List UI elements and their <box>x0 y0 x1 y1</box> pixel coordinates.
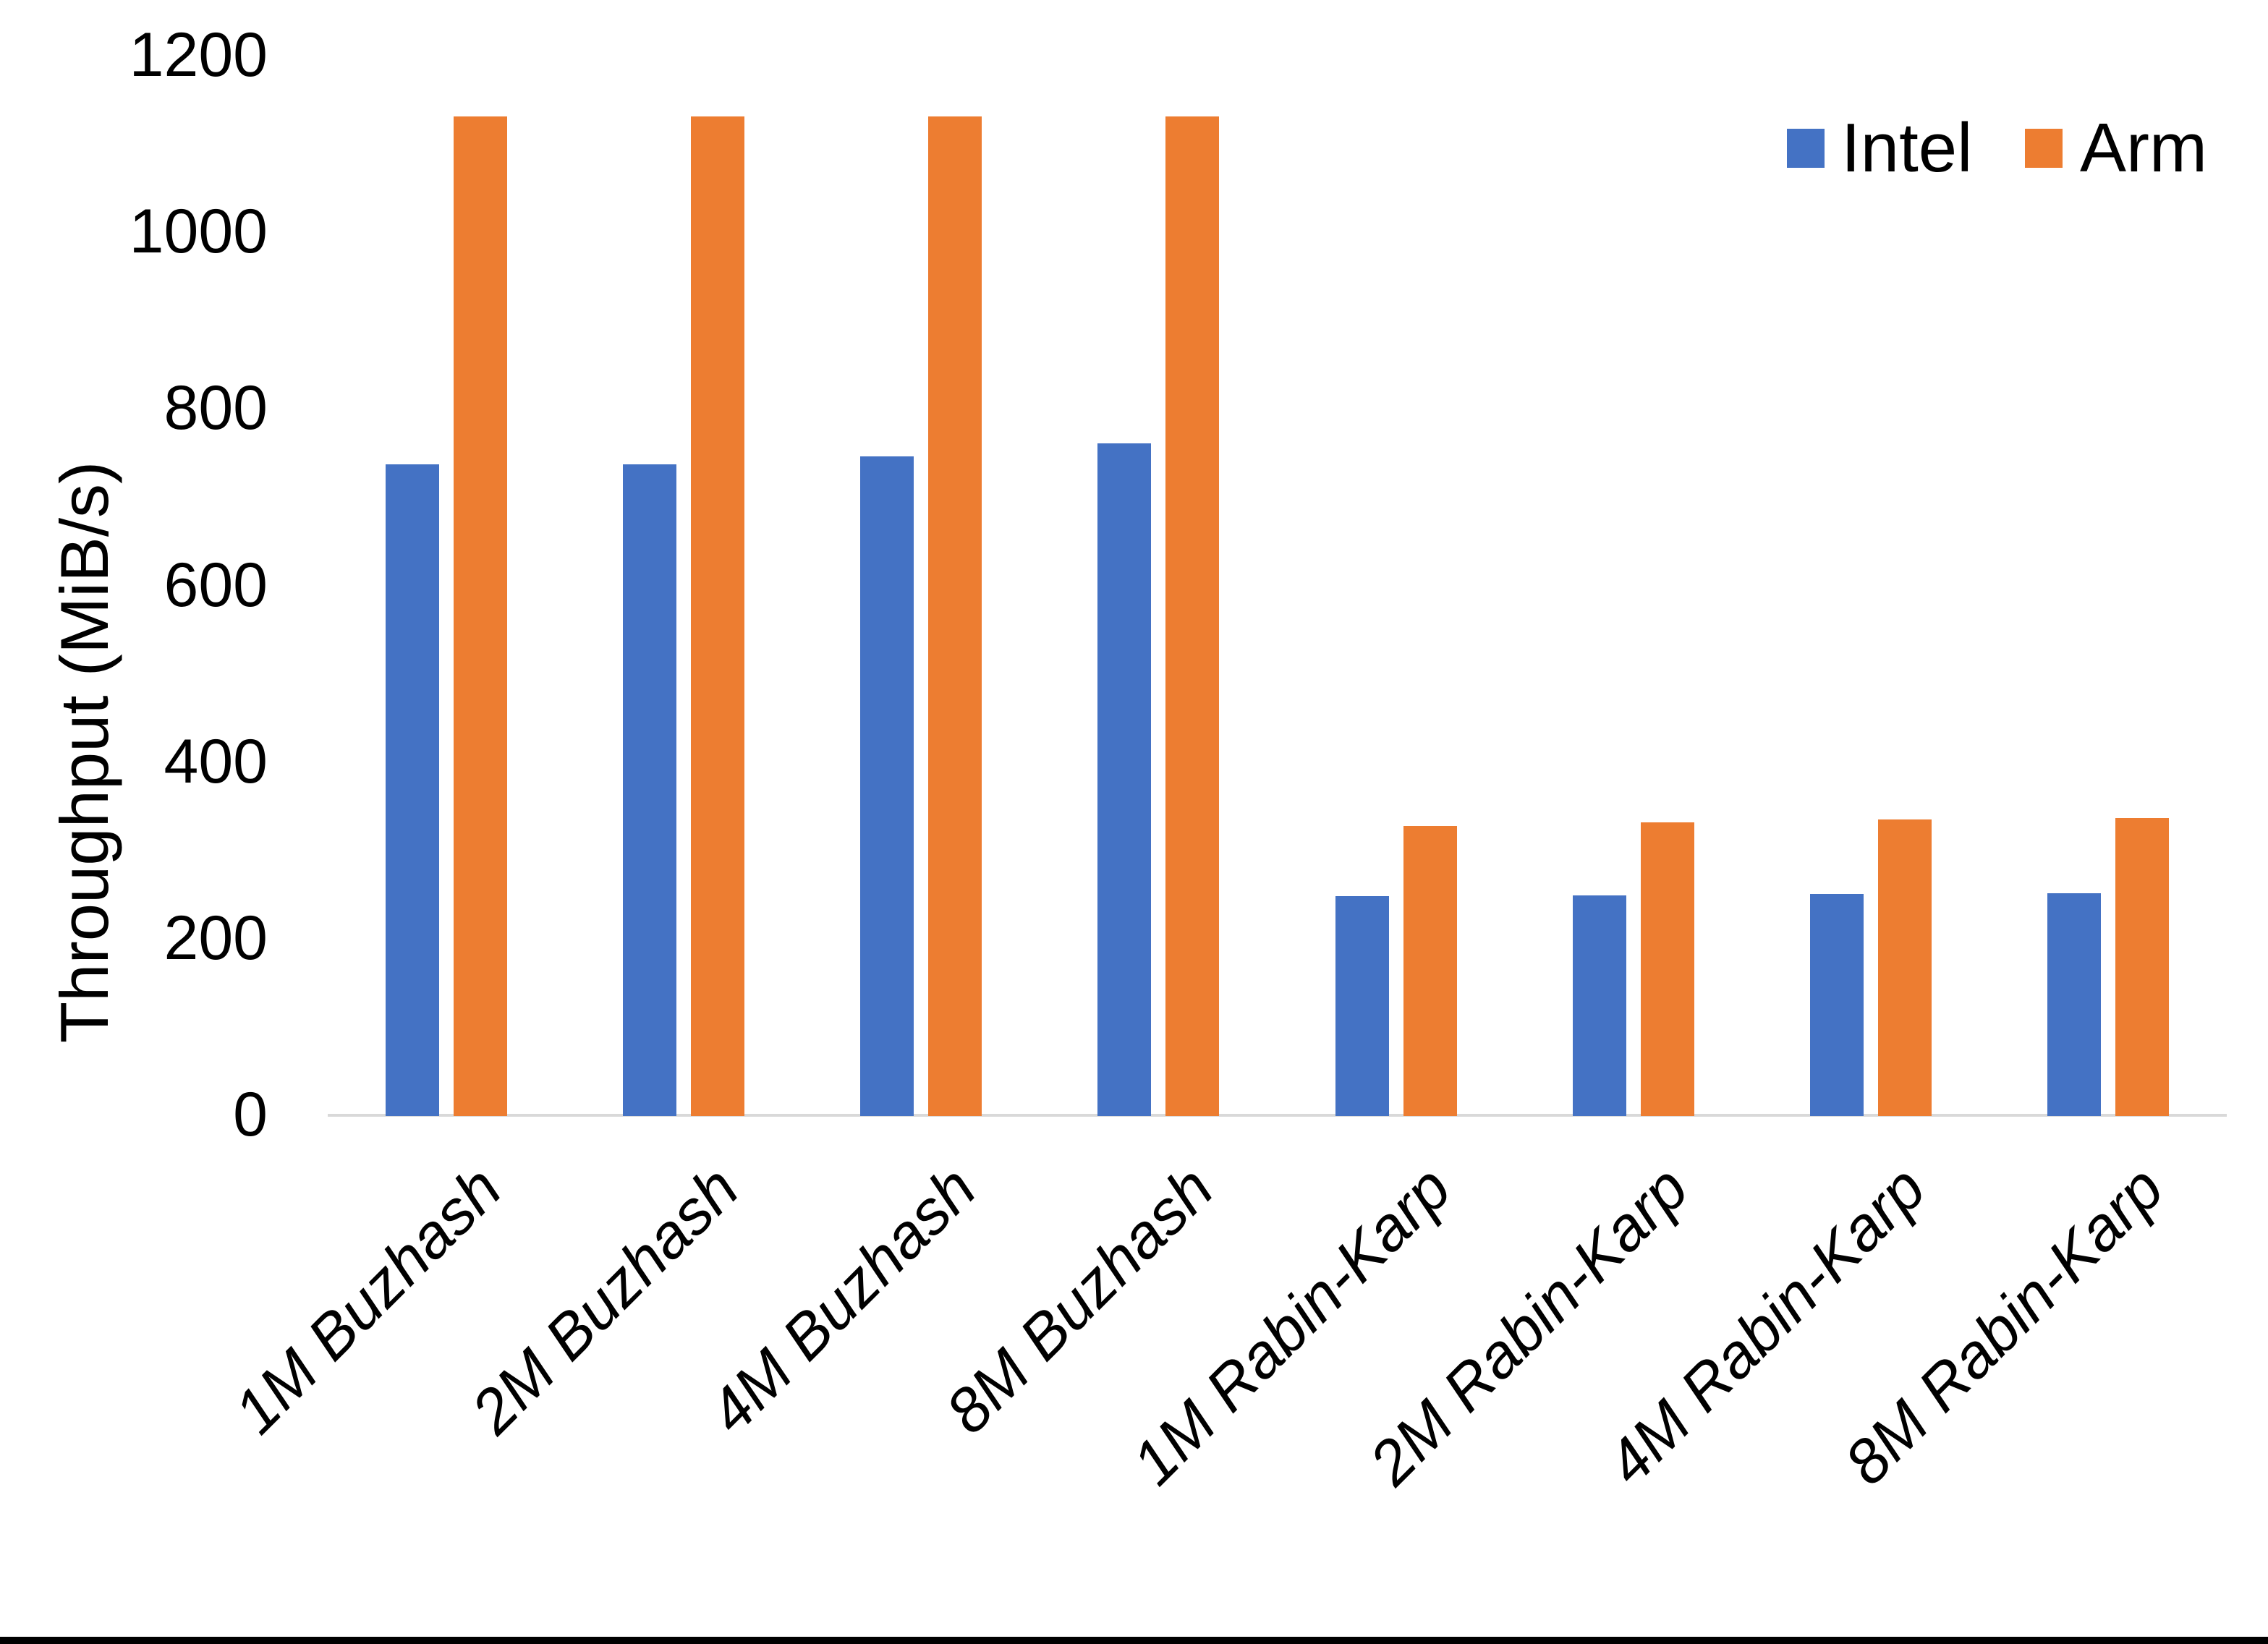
bar-arm-8m-rabin-karp <box>2115 817 2169 1116</box>
bar-intel-1m-buzhash <box>386 464 440 1116</box>
y-tick-label-1000: 1000 <box>129 197 268 267</box>
bar-intel-8m-rabin-karp <box>2047 893 2101 1116</box>
x-axis-line <box>328 1114 2227 1117</box>
bar-arm-2m-buzhash <box>691 116 745 1116</box>
y-tick-label-200: 200 <box>163 903 268 973</box>
y-tick-label-1200: 1200 <box>129 20 268 90</box>
bar-arm-1m-rabin-karp <box>1403 825 1457 1116</box>
bar-intel-2m-buzhash <box>623 464 677 1116</box>
window-bottom-border <box>0 1637 2268 1644</box>
bar-arm-4m-rabin-karp <box>1877 819 1932 1116</box>
legend-label-intel: Intel <box>1841 109 1973 187</box>
bar-intel-4m-buzhash <box>860 456 914 1116</box>
legend-label-arm: Arm <box>2080 109 2207 187</box>
bar-intel-1m-rabin-karp <box>1335 896 1389 1116</box>
y-tick-label-600: 600 <box>163 550 268 620</box>
bar-arm-4m-buzhash <box>928 116 982 1116</box>
bar-intel-4m-rabin-karp <box>1809 893 1864 1116</box>
y-tick-label-0: 0 <box>233 1080 268 1149</box>
legend-swatch-arm <box>2025 129 2063 168</box>
bar-arm-8m-buzhash <box>1165 116 1220 1116</box>
y-tick-label-800: 800 <box>163 373 268 443</box>
y-tick-label-400: 400 <box>163 726 268 796</box>
bar-arm-1m-buzhash <box>454 116 508 1116</box>
legend-swatch-intel <box>1787 129 1825 168</box>
bar-arm-2m-rabin-karp <box>1640 822 1694 1116</box>
bar-intel-2m-rabin-karp <box>1572 895 1626 1116</box>
bar-intel-8m-buzhash <box>1097 443 1152 1116</box>
